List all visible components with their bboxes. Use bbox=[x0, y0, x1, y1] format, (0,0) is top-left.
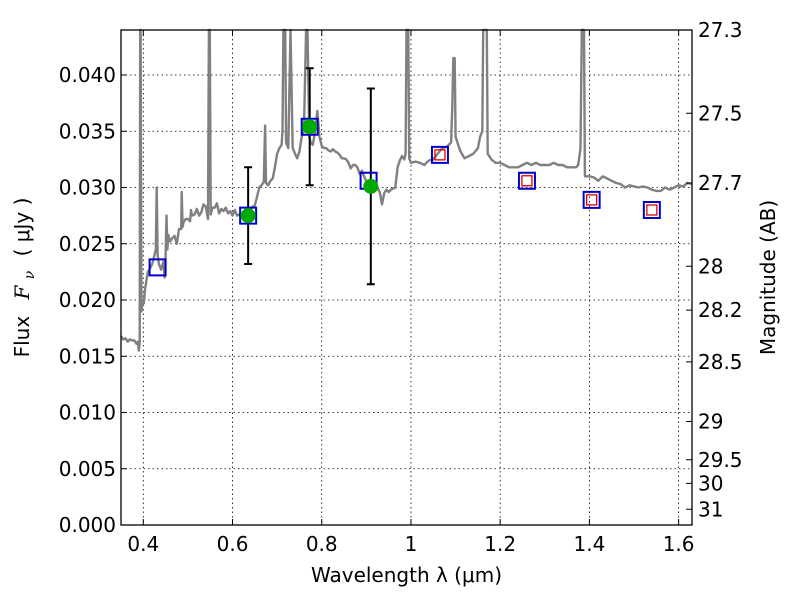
right-tick-label: 29 bbox=[698, 410, 723, 434]
right-tick-label: 31 bbox=[698, 497, 723, 521]
observed-point bbox=[302, 119, 318, 135]
y-tick-label: 0.005 bbox=[59, 457, 116, 481]
model-square-inner bbox=[434, 149, 446, 161]
x-tick-label: 0.4 bbox=[127, 532, 159, 556]
y-tick-label: 0.000 bbox=[59, 513, 116, 537]
y-axis-label-subscript: ν bbox=[22, 270, 38, 279]
x-axis-label: Wavelength λ (μm) bbox=[311, 563, 502, 587]
model-square bbox=[300, 117, 319, 136]
model-square bbox=[582, 190, 601, 209]
model-square-inner bbox=[585, 194, 598, 206]
grid bbox=[121, 30, 692, 526]
right-axis-label: Magnitude (AB) bbox=[756, 200, 780, 355]
x-tick-label: 1.6 bbox=[663, 532, 695, 556]
data-points bbox=[148, 117, 661, 277]
model-square bbox=[517, 171, 536, 190]
y-tick-label: 0.020 bbox=[59, 288, 116, 312]
model-square bbox=[642, 201, 661, 219]
plot-frame bbox=[120, 29, 693, 526]
right-tick-label: 28.2 bbox=[698, 298, 743, 322]
x-tick-label: 1.4 bbox=[573, 532, 605, 556]
observed-point bbox=[240, 208, 256, 224]
x-tick-label: 1 bbox=[405, 532, 418, 556]
right-tick-label: 27.3 bbox=[698, 18, 743, 42]
y-tick-label: 0.030 bbox=[59, 176, 116, 200]
model-square-inner bbox=[646, 204, 658, 216]
spectrum-line bbox=[119, 28, 693, 352]
right-tick-label: 27.5 bbox=[698, 101, 743, 125]
spectrum-series bbox=[119, 28, 693, 352]
axis-ticks: 0.4 0.6 0.8 1 1.2 1.4 1.6 0.000 0.005 0.010 0.015 0… bbox=[59, 18, 743, 556]
y-axis-label-text: Flux bbox=[10, 316, 34, 358]
right-tick-label: 28 bbox=[698, 254, 723, 278]
model-square bbox=[430, 145, 449, 164]
model-square-inner bbox=[521, 175, 533, 187]
x-tick-label: 0.6 bbox=[217, 532, 249, 556]
right-tick-label: 27.7 bbox=[698, 171, 743, 195]
y-axis-label: Flux F ν ( μJy ) bbox=[10, 198, 39, 358]
right-tick-label: 28.5 bbox=[698, 350, 743, 374]
y-tick-label: 0.035 bbox=[59, 119, 116, 143]
y-axis-label-symbol: F bbox=[10, 284, 34, 300]
y-tick-label: 0.025 bbox=[59, 232, 116, 256]
x-tick-label: 1.2 bbox=[484, 532, 516, 556]
y-tick-label: 0.040 bbox=[59, 63, 116, 87]
y-tick-label: 0.010 bbox=[59, 401, 116, 425]
y-axis-label-unit: ( μJy ) bbox=[10, 198, 34, 257]
right-tick-label: 30 bbox=[698, 471, 723, 495]
model-square bbox=[239, 206, 258, 225]
x-tick-label: 0.8 bbox=[306, 532, 338, 556]
model-square bbox=[148, 258, 167, 277]
observed-point bbox=[363, 178, 379, 194]
right-tick-label: 29.5 bbox=[698, 448, 743, 472]
y-tick-label: 0.015 bbox=[59, 344, 116, 368]
